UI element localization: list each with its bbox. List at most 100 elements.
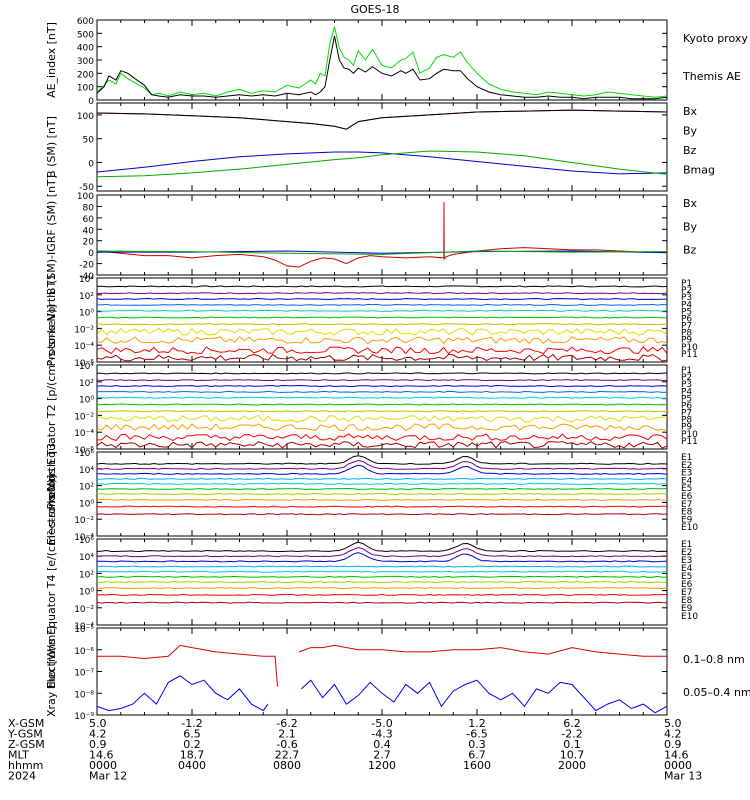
y-tick-label: 80 xyxy=(83,203,95,213)
channel-label-p10: P10 xyxy=(681,430,698,440)
row-value: Mar 12 xyxy=(89,770,127,783)
channel-line-e5 xyxy=(97,570,667,573)
y-tick-label: -40 xyxy=(79,272,94,282)
channel-label-p4: P4 xyxy=(681,300,692,310)
y-axis-label: Electrons North T3 xyxy=(45,443,58,545)
panel-frame xyxy=(96,364,668,450)
y-tick-label: 60 xyxy=(83,215,95,225)
row-label-x-gsm: X-GSM xyxy=(8,717,44,730)
row-label-y-gsm: Y-GSM xyxy=(7,728,43,741)
row-value: 6.5 xyxy=(183,728,201,741)
chart-title: GOES-18 xyxy=(350,3,399,16)
channel-line-e10 xyxy=(97,601,667,604)
y-tick-label: 0 xyxy=(88,249,94,259)
channel-label-e1: E1 xyxy=(681,453,692,463)
row-value: -0.6 xyxy=(276,738,297,751)
y-axis-label: B (SM)-IGRF (SM) [nT] xyxy=(45,175,58,295)
row-value: -5.0 xyxy=(371,717,392,730)
series-line-bz xyxy=(97,201,667,268)
y-tick-label: 10⁴ xyxy=(79,275,94,285)
y-tick-label: 10⁻⁴ xyxy=(74,533,94,543)
channel-line-p1 xyxy=(97,372,667,375)
channel-line-e3 xyxy=(97,464,667,475)
series-line-bz xyxy=(97,109,667,130)
row-label-hhmm: hhmm xyxy=(8,759,43,772)
channel-label-e8: E8 xyxy=(681,508,693,518)
channel-label-p2: P2 xyxy=(681,286,692,296)
panel-data xyxy=(97,285,667,362)
series-line-kyoto-proxy-ae xyxy=(97,26,667,98)
legend-entry: Bz xyxy=(683,144,697,157)
x-axis-ephemeris-table: X-GSM 5.0 -1.2 -6.2 -5.0 1.2 6.2 5.0 Y-GSM 4.2 6.5… xyxy=(7,717,702,783)
channel-label-p2: P2 xyxy=(681,373,692,383)
row-value: -6.5 xyxy=(466,728,487,741)
channel-label-e5: E5 xyxy=(681,484,692,494)
panel-frame xyxy=(96,627,668,716)
channel-line-e6 xyxy=(97,487,667,491)
y-tick-label: 10⁶ xyxy=(79,536,94,546)
panel-8: 10⁻⁵ 10⁻⁶ 10⁻⁷ 10⁻⁸ 10⁻⁹ Xray flux [W/m²] 0.1–… xyxy=(45,625,750,722)
channel-line-p11 xyxy=(97,353,667,362)
channel-label-p7: P7 xyxy=(681,322,692,332)
row-value: 2000 xyxy=(558,759,586,772)
y-axis-label: AE_index [nT] xyxy=(45,22,58,98)
channel-line-e4 xyxy=(97,565,667,568)
channel-label-p3: P3 xyxy=(681,293,692,303)
row-value: 6.2 xyxy=(563,717,581,730)
y-tick-label: 10⁻⁸ xyxy=(74,690,94,700)
row-value: 0000 xyxy=(89,759,117,772)
row-value: 1600 xyxy=(463,759,491,772)
channel-label-p9: P9 xyxy=(681,423,692,433)
y-tick-label: -50 xyxy=(79,183,94,193)
channel-label-p11: P11 xyxy=(681,350,698,360)
channel-label-e5: E5 xyxy=(681,572,692,582)
legend-entry: Bz xyxy=(683,244,697,257)
channel-label-e6: E6 xyxy=(681,492,693,502)
row-value: 4.2 xyxy=(664,728,682,741)
y-tick-label: 100 xyxy=(77,192,94,202)
panel-frame xyxy=(96,19,668,101)
row-value: 1.2 xyxy=(468,717,486,730)
row-value: 4.2 xyxy=(89,728,107,741)
channel-label-p5: P5 xyxy=(681,394,692,404)
channel-label-e3: E3 xyxy=(681,556,692,566)
y-axis-label: Protons Equator T2 [p/(cm²-s-sr-keV)] xyxy=(45,304,58,509)
channel-label-e2: E2 xyxy=(681,548,692,558)
channel-label-p11: P11 xyxy=(681,437,698,447)
channel-label-p1: P1 xyxy=(681,279,692,289)
series-line-bmag xyxy=(97,109,667,130)
row-value: 22.7 xyxy=(275,749,300,762)
legend-entry: 0.05–0.4 nm xyxy=(683,686,750,699)
channel-line-p6 xyxy=(97,316,667,319)
row-value: 0800 xyxy=(273,759,301,772)
y-tick-label: 10⁰ xyxy=(79,588,94,598)
channel-line-p4 xyxy=(97,390,667,393)
channel-line-e1 xyxy=(97,455,667,465)
y-tick-label: 10⁶ xyxy=(79,449,94,459)
channel-label-p1: P1 xyxy=(681,366,692,376)
legend-entry: Bx xyxy=(683,105,698,118)
y-tick-label: 400 xyxy=(77,44,94,54)
channel-line-e8 xyxy=(97,498,667,501)
channel-label-e9: E9 xyxy=(681,604,693,614)
channel-line-e5 xyxy=(97,482,667,485)
channel-label-e2: E2 xyxy=(681,461,692,471)
y-tick-label: 10⁴ xyxy=(79,553,94,563)
y-tick-label: 10⁻⁷ xyxy=(74,669,94,679)
channel-label-p6: P6 xyxy=(681,314,692,324)
channel-line-e9 xyxy=(97,593,667,596)
panel-frame xyxy=(96,102,668,192)
legend-entry: By xyxy=(683,125,698,138)
series-line-0-05-0-4-nm xyxy=(97,675,667,714)
y-tick-label: 10² xyxy=(79,483,94,493)
y-axis-label: B (SM) [nT] xyxy=(45,116,58,178)
y-tick-label: 10⁻² xyxy=(74,325,94,335)
row-value: -2.2 xyxy=(561,728,582,741)
channel-line-p1 xyxy=(97,285,667,288)
channel-line-e10 xyxy=(97,513,667,516)
row-value: Mar 13 xyxy=(664,770,702,783)
y-tick-label: 100 xyxy=(77,112,94,122)
row-label-z-gsm: Z-GSM xyxy=(8,738,45,751)
